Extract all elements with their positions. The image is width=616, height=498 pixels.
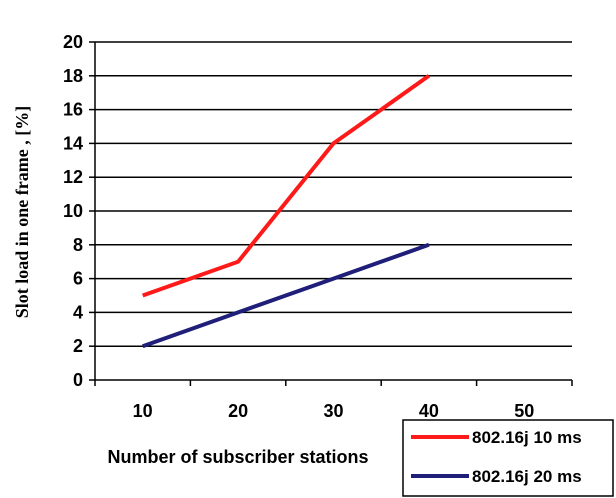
legend-box bbox=[402, 419, 614, 497]
legend-label: 802.16j 20 ms bbox=[472, 467, 582, 486]
y-tick-label: 20 bbox=[63, 32, 83, 52]
series bbox=[142, 74, 431, 349]
x-tick-label: 40 bbox=[419, 401, 439, 421]
y-tick-label: 0 bbox=[73, 370, 83, 390]
y-tick-label: 16 bbox=[63, 100, 83, 120]
y-tick-label: 10 bbox=[63, 201, 83, 221]
y-tick-label: 12 bbox=[63, 167, 83, 187]
y-tick-label: 8 bbox=[73, 235, 83, 255]
x-tick-label: 20 bbox=[228, 401, 248, 421]
legend-items: 802.16j 10 ms 802.16j 20 ms bbox=[411, 428, 582, 486]
series-line-1 bbox=[142, 74, 431, 298]
x-tick-label: 30 bbox=[323, 401, 343, 421]
y-tick-label: 18 bbox=[63, 66, 83, 86]
axes bbox=[89, 41, 573, 386]
y-tick-label: 14 bbox=[63, 133, 83, 153]
y-tick-label: 4 bbox=[73, 302, 83, 322]
legend: 802.16j 10 ms 802.16j 20 ms bbox=[402, 419, 614, 497]
grid bbox=[95, 41, 572, 347]
tick-labels: 0 2 4 6 8 10 12 14 16 18 20 10 20 30 40 50 bbox=[63, 32, 534, 421]
y-axis-title: Slot load in one frame , [%] bbox=[12, 106, 32, 318]
legend-label: 802.16j 10 ms bbox=[472, 428, 582, 447]
x-axis-title: Number of subscriber stations bbox=[107, 447, 368, 467]
x-tick-label: 50 bbox=[514, 401, 534, 421]
x-tick-label: 10 bbox=[133, 401, 153, 421]
y-tick-label: 2 bbox=[73, 336, 83, 356]
series-line-2 bbox=[142, 242, 430, 349]
y-tick-label: 6 bbox=[73, 269, 83, 289]
